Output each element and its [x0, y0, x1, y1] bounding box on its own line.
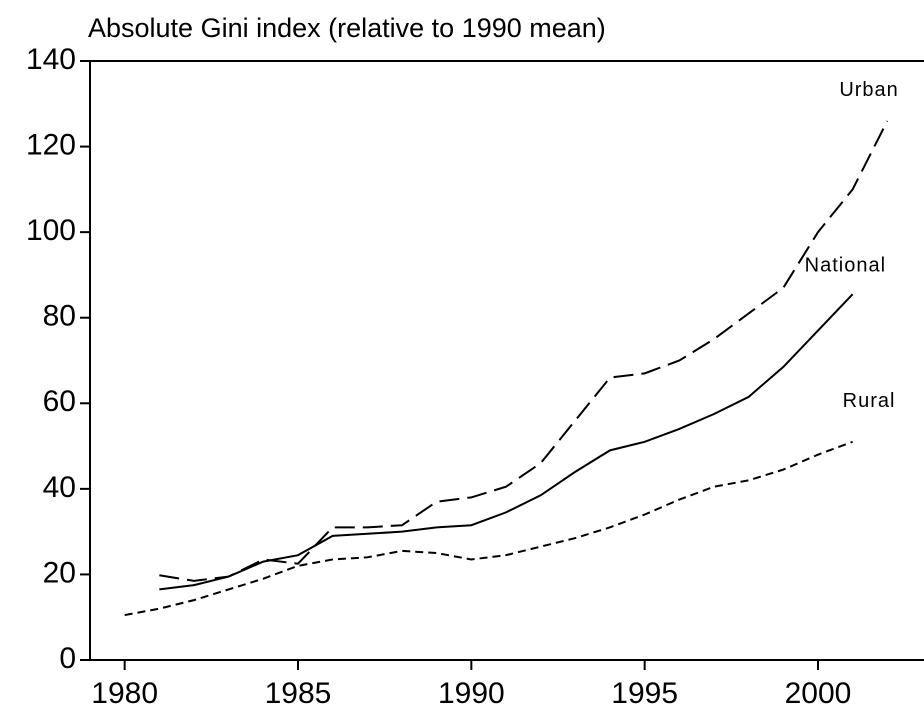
series-label: National [805, 254, 886, 276]
series-label: Rural [843, 390, 896, 412]
y-tick-label: 100 [26, 214, 76, 247]
y-tick-label: 80 [43, 300, 76, 333]
series-label: Urban [839, 79, 898, 101]
y-tick-label: 40 [43, 471, 76, 504]
y-tick-label: 0 [59, 642, 76, 675]
y-tick-label: 120 [26, 128, 76, 161]
series-line [124, 440, 854, 617]
x-tick-label: 2000 [785, 677, 852, 710]
x-tick-label: 1980 [91, 677, 158, 710]
x-tick-label: 1985 [265, 677, 332, 710]
y-tick-label: 60 [43, 385, 76, 418]
series-line [159, 293, 854, 591]
x-tick-label: 1990 [438, 677, 505, 710]
y-tick-label: 20 [43, 556, 76, 589]
series-line [159, 120, 889, 582]
chart-title: Absolute Gini index (relative to 1990 me… [88, 13, 606, 43]
x-tick-label: 1995 [611, 677, 678, 710]
y-tick-label: 140 [26, 43, 76, 76]
